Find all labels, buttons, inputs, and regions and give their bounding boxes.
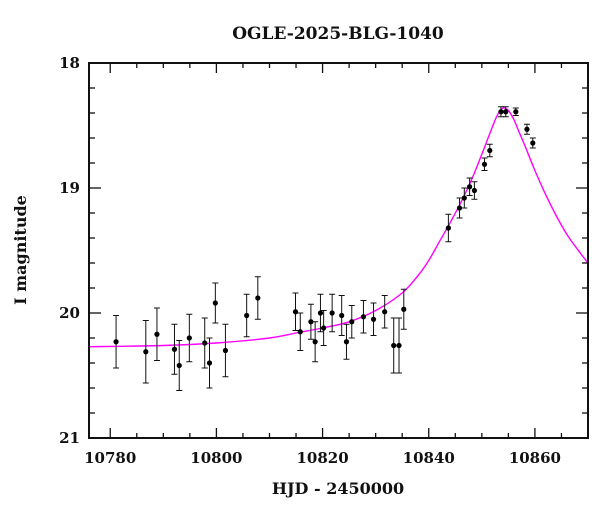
data-point xyxy=(297,329,303,335)
y-tick-labels: 18 19 20 21 xyxy=(59,54,80,447)
data-point xyxy=(255,295,261,301)
plot-frame xyxy=(88,62,589,439)
data-point xyxy=(360,314,367,320)
data-point xyxy=(370,316,377,322)
data-point xyxy=(391,342,397,349)
data-point xyxy=(524,126,530,132)
x-tick-label: 10860 xyxy=(509,449,561,467)
data-point xyxy=(143,349,149,355)
data-point xyxy=(202,340,208,346)
x-axis-label: HJD - 2450000 xyxy=(272,479,404,498)
data-point xyxy=(498,109,504,115)
data-point xyxy=(343,339,350,345)
data-point xyxy=(292,309,299,315)
data-point xyxy=(456,205,463,211)
data-point xyxy=(461,195,467,201)
data-point xyxy=(349,319,355,325)
data-point xyxy=(176,362,182,369)
data-point xyxy=(308,319,314,325)
data-point xyxy=(481,161,488,167)
x-tick-label: 10780 xyxy=(84,449,136,467)
data-point xyxy=(401,306,407,312)
chart-title: OGLE-2025-BLG-1040 xyxy=(232,24,444,44)
data-point xyxy=(467,184,473,190)
data-point xyxy=(503,109,509,115)
data-point xyxy=(154,331,160,337)
data-points xyxy=(113,106,536,391)
x-tick-labels: 10780 10800 10820 10840 10860 xyxy=(84,449,561,467)
data-point xyxy=(171,346,178,352)
data-point xyxy=(382,309,388,315)
data-point xyxy=(113,339,119,345)
data-point xyxy=(471,187,477,194)
data-point xyxy=(317,310,324,316)
x-tick-label: 10800 xyxy=(190,449,242,467)
y-tick-label: 21 xyxy=(59,429,80,447)
data-point xyxy=(445,225,451,231)
data-point xyxy=(396,342,402,349)
data-point xyxy=(222,347,229,354)
data-point xyxy=(206,360,213,366)
x-tick-label: 10820 xyxy=(296,449,348,467)
data-point xyxy=(321,325,327,331)
data-point xyxy=(244,312,250,319)
x-tick-label: 10840 xyxy=(403,449,455,467)
data-point xyxy=(530,140,536,146)
model-curve xyxy=(88,107,589,348)
data-point xyxy=(487,147,493,154)
y-tick-label: 19 xyxy=(59,179,80,197)
data-point xyxy=(186,335,192,341)
data-point xyxy=(312,339,318,345)
y-axis-label: I magnitude xyxy=(11,195,30,305)
y-tick-label: 20 xyxy=(59,304,80,322)
data-point xyxy=(513,109,519,115)
y-tick-label: 18 xyxy=(59,54,80,72)
data-point xyxy=(212,300,218,306)
data-point xyxy=(329,310,335,316)
data-point xyxy=(339,312,345,319)
